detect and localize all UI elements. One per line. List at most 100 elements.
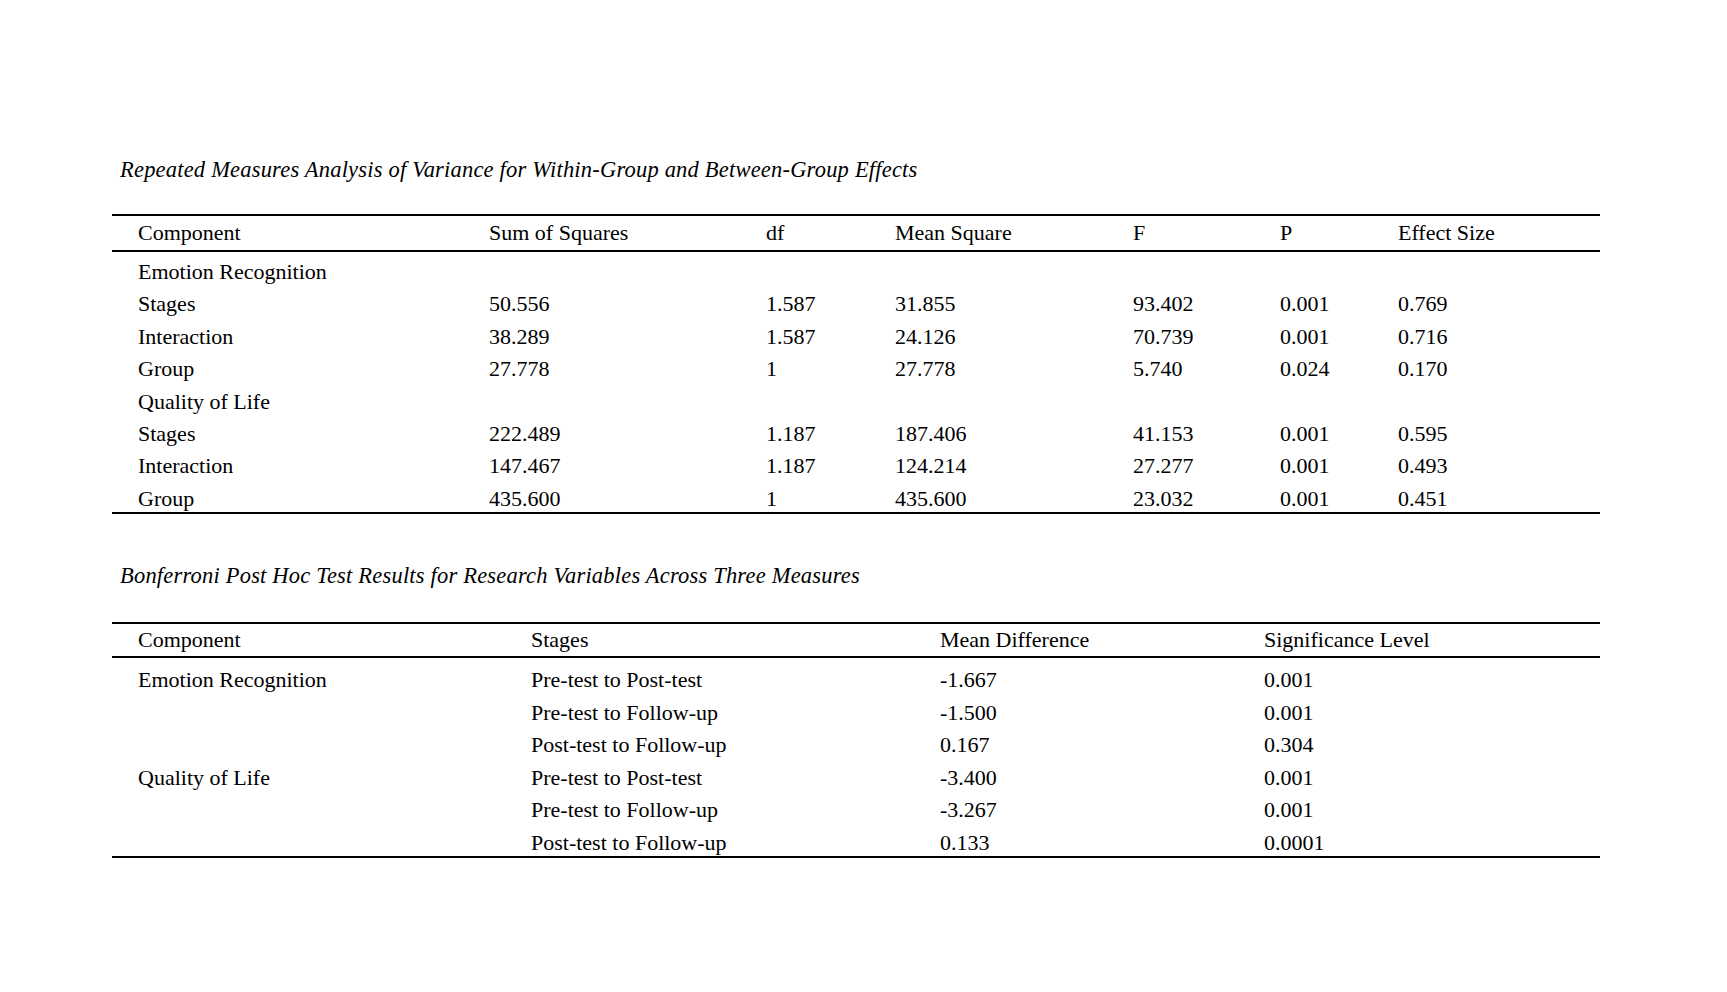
column-header: Significance Level [1264,624,1430,656]
table-cell: 1.587 [766,321,816,353]
table-cell: 5.740 [1133,353,1183,385]
table-cell: 0.769 [1398,288,1448,320]
column-header: P [1280,216,1292,250]
column-header: Sum of Squares [489,216,628,250]
table-cell: Quality of Life [138,762,270,795]
table-cell: 38.289 [489,321,550,353]
table-cell: Post-test to Follow-up [531,827,727,860]
table-cell: 147.467 [489,450,561,482]
table-row: Group 27.778 1 27.778 5.740 0.024 0.170 [112,353,1600,385]
table-row: Emotion Recognition Pre-test to Post-test… [112,664,1600,697]
table-cell: Emotion Recognition [138,256,327,288]
column-header: Mean Difference [940,624,1089,656]
table-cell: 0.451 [1398,483,1448,515]
table-row: Pre-test to Follow-up -3.267 0.001 [112,794,1600,827]
table-body: Emotion Recognition Pre-test to Post-test… [112,664,1600,860]
table-row: Interaction 38.289 1.587 24.126 70.739 0.001 0… [112,321,1600,353]
table-cell: Pre-test to Post-test [531,664,702,697]
table-cell: -3.267 [940,794,997,827]
table-cell: -1.500 [940,697,997,730]
table-cell: 0.716 [1398,321,1448,353]
table-cell: 93.402 [1133,288,1194,320]
table-cell: 0.024 [1280,353,1330,385]
posthoc-table: Component Stages Mean Difference Significan… [112,622,1600,860]
table-cell: 0.001 [1280,321,1330,353]
table-cell: 0.001 [1280,288,1330,320]
table-cell: 23.032 [1133,483,1194,515]
table-cell: 0.595 [1398,418,1448,450]
table-cell: 31.855 [895,288,956,320]
table-cell: Post-test to Follow-up [531,729,727,762]
table-row: Quality of Life Pre-test to Post-test -3.4… [112,762,1600,795]
table-cell: 0.001 [1264,664,1314,697]
header-divider-rule [112,250,1600,252]
anova-table: Component Sum of Squares df Mean Square F P Ef… [112,214,1600,516]
column-header: Stages [531,624,588,656]
table-cell: 27.277 [1133,450,1194,482]
table-cell: 0.001 [1280,418,1330,450]
table-bottom-rule [112,512,1600,514]
section-row: Quality of Life [112,386,1600,418]
table-row: Post-test to Follow-up 0.133 0.0001 [112,827,1600,860]
table-cell: Group [138,483,194,515]
table-cell: 41.153 [1133,418,1194,450]
table-cell: Stages [138,418,195,450]
table-row: Stages 50.556 1.587 31.855 93.402 0.001 0.769 [112,288,1600,320]
table-row: Group 435.600 1 435.600 23.032 0.001 0.451 [112,483,1600,515]
table-cell: 0.001 [1280,450,1330,482]
table-row: Post-test to Follow-up 0.167 0.304 [112,729,1600,762]
table-cell: 50.556 [489,288,550,320]
table-cell: 27.778 [895,353,956,385]
table-cell: 70.739 [1133,321,1194,353]
table-cell: 27.778 [489,353,550,385]
table-cell: -3.400 [940,762,997,795]
table-cell: 0.001 [1264,697,1314,730]
table-cell: -1.667 [940,664,997,697]
table-cell: 24.126 [895,321,956,353]
header-divider-rule [112,656,1600,658]
table-cell: Interaction [138,321,233,353]
column-header: Component [138,216,241,250]
table-cell: 1.187 [766,418,816,450]
column-header: df [766,216,784,250]
table-cell: 0.001 [1264,762,1314,795]
table-cell: 435.600 [895,483,967,515]
table-cell: 0.304 [1264,729,1314,762]
table-cell: Stages [138,288,195,320]
table-cell: 0.493 [1398,450,1448,482]
table-cell: 1.187 [766,450,816,482]
table-cell: Quality of Life [138,386,270,418]
table-cell: 1 [766,353,777,385]
table-cell: 435.600 [489,483,561,515]
table-header-row: Component Stages Mean Difference Significan… [112,624,1600,656]
table-row: Stages 222.489 1.187 187.406 41.153 0.001 0.59… [112,418,1600,450]
table-bottom-rule [112,856,1600,858]
table-body: Emotion RecognitionStages50.5561.58731.8… [112,256,1600,515]
table-cell: 1.587 [766,288,816,320]
column-header: F [1133,216,1145,250]
section-row: Emotion Recognition [112,256,1600,288]
table-row: Pre-test to Follow-up -1.500 0.001 [112,697,1600,730]
column-header: Effect Size [1398,216,1495,250]
anova-table-title: Repeated Measures Analysis of Variance f… [120,157,918,183]
table-cell: 0.133 [940,827,990,860]
table-cell: Pre-test to Follow-up [531,794,718,827]
table-cell: 0.0001 [1264,827,1325,860]
table-cell: 187.406 [895,418,967,450]
column-header: Component [138,624,241,656]
table-cell: 0.001 [1264,794,1314,827]
table-cell: 222.489 [489,418,561,450]
table-cell: Group [138,353,194,385]
table-cell: 0.001 [1280,483,1330,515]
table-row: Interaction 147.467 1.187 124.214 27.277 0.00… [112,450,1600,482]
table-cell: 1 [766,483,777,515]
column-header: Mean Square [895,216,1012,250]
table-cell: 0.167 [940,729,990,762]
table-cell: Pre-test to Post-test [531,762,702,795]
table-cell: Interaction [138,450,233,482]
table-cell: Pre-test to Follow-up [531,697,718,730]
table-cell: 124.214 [895,450,967,482]
table-cell: 0.170 [1398,353,1448,385]
posthoc-table-title: Bonferroni Post Hoc Test Results for Res… [120,563,860,589]
table-cell: Emotion Recognition [138,664,327,697]
